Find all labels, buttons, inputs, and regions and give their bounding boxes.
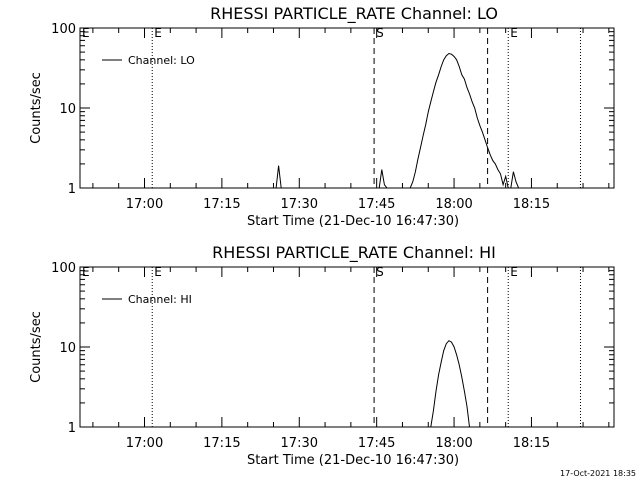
chart-title: RHESSI PARTICLE_RATE Channel: HI — [212, 243, 496, 263]
legend-label: Channel: LO — [128, 54, 195, 67]
event-marker-label: S — [376, 26, 384, 40]
y-tick-label: 100 — [51, 22, 76, 37]
data-series-line — [430, 340, 470, 427]
x-tick-label: 18:15 — [513, 436, 550, 451]
event-marker-label: S — [376, 265, 384, 279]
data-series-line — [275, 165, 282, 188]
panel-lo: RHESSI PARTICLE_RATE Channel: LO 1 10 100 17… — [29, 4, 615, 229]
legend-label: Channel: HI — [128, 293, 192, 306]
y-axis-label: Counts/sec — [29, 72, 44, 144]
y-tick-label: 1 — [68, 421, 76, 436]
data-series-line — [409, 52, 520, 188]
y-tick-label: 10 — [59, 341, 76, 356]
event-marker-label-edge: E — [82, 265, 90, 279]
event-marker-label: E — [510, 26, 518, 40]
y-tick-label: 1 — [68, 182, 76, 197]
data-series-line — [378, 169, 388, 188]
plot-frame — [79, 27, 615, 189]
x-tick-label: 17:00 — [126, 197, 163, 212]
timestamp-footer: 17-Oct-2021 18:35 — [560, 469, 636, 478]
x-tick-label: 18:00 — [435, 197, 472, 212]
y-tick-label: 100 — [51, 261, 76, 276]
event-marker-label: E — [510, 265, 518, 279]
x-tick-label: 17:30 — [281, 197, 318, 212]
chart-title: RHESSI PARTICLE_RATE Channel: LO — [210, 4, 498, 24]
event-marker-label: E — [154, 26, 162, 40]
x-tick-label: 17:30 — [281, 436, 318, 451]
x-axis-label: Start Time (21-Dec-10 16:47:30) — [247, 453, 459, 468]
x-tick-label: 18:15 — [513, 197, 550, 212]
y-tick-label: 10 — [59, 102, 76, 117]
x-axis-label: Start Time (21-Dec-10 16:47:30) — [247, 214, 459, 229]
event-marker-label: E — [154, 265, 162, 279]
x-tick-label: 18:00 — [435, 436, 472, 451]
x-tick-label: 17:15 — [203, 436, 240, 451]
x-tick-label: 17:00 — [126, 436, 163, 451]
event-marker-label-edge: E — [82, 26, 90, 40]
x-tick-label: 17:45 — [358, 436, 395, 451]
x-tick-label: 17:15 — [203, 197, 240, 212]
plot-frame — [79, 266, 615, 428]
panel-hi: RHESSI PARTICLE_RATE Channel: HI 1 10 100 17… — [29, 243, 615, 468]
y-axis-label: Counts/sec — [29, 311, 44, 383]
x-tick-label: 17:45 — [358, 197, 395, 212]
